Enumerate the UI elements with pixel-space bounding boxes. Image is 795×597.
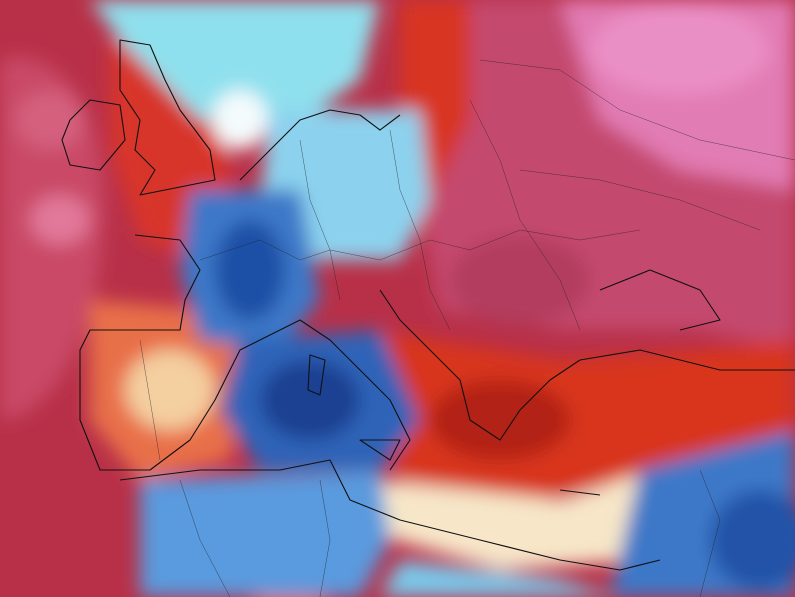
border-line	[139, 339, 161, 461]
field-iberia-light	[125, 350, 215, 430]
border-line	[179, 479, 231, 597]
border-line	[699, 469, 721, 597]
field-greece	[430, 380, 570, 460]
coastline-adriatic-aegean	[379, 289, 795, 441]
field-atlantic-light	[30, 195, 90, 245]
border-line	[479, 59, 795, 161]
coastline-britain	[119, 39, 216, 196]
field-atlantic-light	[15, 90, 85, 150]
coastline-north-sea	[239, 109, 401, 181]
field-north-sea-light	[212, 90, 268, 150]
field-north-africa	[140, 470, 390, 597]
border-line	[319, 479, 331, 597]
coastline-south-europe	[79, 234, 411, 471]
coastline-north-africa	[119, 459, 661, 571]
field-east-light	[590, 5, 770, 95]
field-north-sea	[90, 0, 380, 130]
coastline-sicily	[359, 439, 401, 461]
coastline-corsica-sardinia	[307, 354, 326, 396]
coastline-black-sea	[599, 269, 721, 331]
field-cream-band	[360, 470, 700, 570]
border-line	[519, 169, 761, 231]
field-mediterranean-dark	[260, 360, 360, 440]
field-balkans	[450, 235, 590, 325]
borders	[139, 59, 795, 597]
field-france-dark	[215, 220, 285, 320]
coastline-crete	[559, 489, 601, 496]
field-libya	[380, 560, 620, 597]
field-levant-dark	[710, 490, 795, 590]
coastlines	[61, 39, 795, 571]
coastline-ireland	[61, 99, 126, 171]
border-line	[389, 129, 451, 331]
border-line	[199, 229, 641, 261]
border-line	[469, 99, 581, 331]
border-line	[299, 139, 341, 301]
